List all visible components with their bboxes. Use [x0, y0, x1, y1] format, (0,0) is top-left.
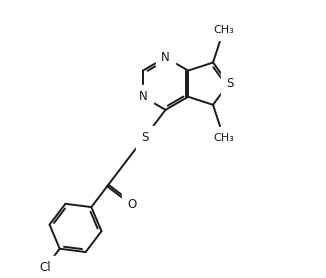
Text: CH₃: CH₃ [213, 25, 234, 35]
Text: N: N [161, 51, 170, 64]
Text: O: O [127, 198, 136, 211]
Text: S: S [142, 131, 149, 145]
Text: S: S [227, 77, 234, 90]
Text: Cl: Cl [39, 262, 51, 274]
Text: CH₃: CH₃ [213, 133, 234, 143]
Text: N: N [139, 90, 147, 103]
